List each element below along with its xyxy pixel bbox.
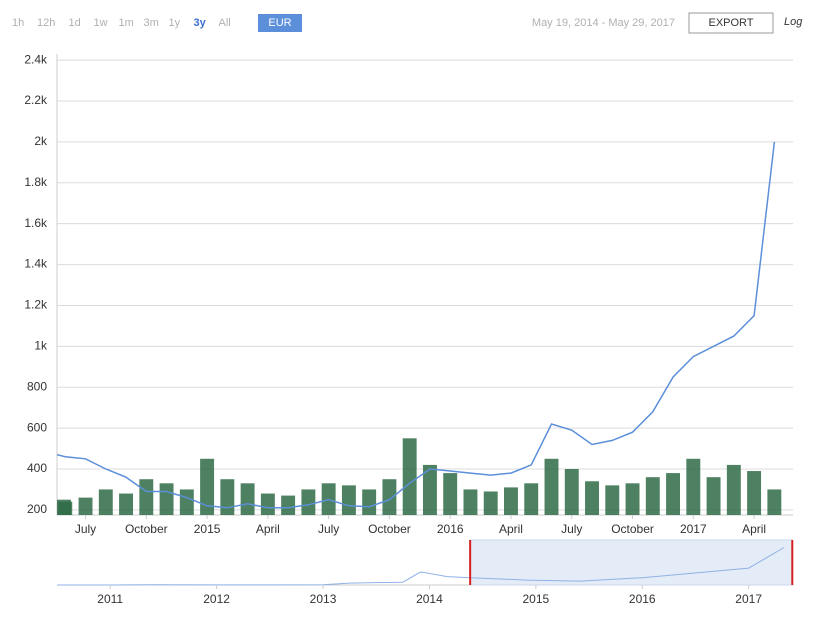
- range-button[interactable]: 1y: [169, 17, 181, 29]
- log-toggle[interactable]: Log: [784, 16, 803, 28]
- volume-bar: [564, 469, 579, 515]
- x-tick-label: 2016: [437, 522, 464, 536]
- volume-bar: [463, 489, 478, 515]
- range-button[interactable]: 3y: [194, 17, 207, 29]
- volume-bar: [605, 485, 620, 515]
- x-tick-label: April: [742, 522, 766, 536]
- x-tick-label: October: [125, 522, 168, 536]
- volume-bar: [78, 497, 93, 515]
- x-tick-label: April: [499, 522, 523, 536]
- volume-bar: [362, 489, 377, 515]
- y-tick-label: 1k: [34, 339, 48, 353]
- volume-bar: [98, 489, 113, 515]
- x-tick-label: October: [368, 522, 411, 536]
- y-tick-label: 2k: [34, 134, 48, 148]
- navigator-tick-label: 2012: [203, 592, 230, 606]
- volume-bar: [139, 479, 154, 515]
- navigator-tick-label: 2016: [629, 592, 656, 606]
- x-tick-label: July: [318, 522, 339, 536]
- y-tick-label: 2.2k: [24, 93, 48, 107]
- x-tick-label: April: [256, 522, 280, 536]
- navigator-tick-label: 2015: [522, 592, 549, 606]
- y-tick-label: 200: [27, 502, 47, 516]
- range-button[interactable]: 1d: [69, 17, 81, 29]
- volume-bar: [747, 471, 762, 515]
- export-button[interactable]: [688, 12, 774, 34]
- volume-bar: [767, 489, 782, 515]
- volume-bar: [382, 479, 397, 515]
- volume-bar: [301, 489, 316, 515]
- x-tick-label: 2015: [194, 522, 221, 536]
- navigator-line: [57, 547, 785, 586]
- navigator-tick-label: 2014: [416, 592, 443, 606]
- volume-bar: [240, 483, 255, 515]
- export-label[interactable]: EXPORT: [708, 17, 753, 29]
- volume-bar: [686, 458, 701, 515]
- date-range: May 19, 2014 - May 29, 2017: [532, 17, 675, 29]
- x-tick-label: July: [75, 522, 96, 536]
- volume-bar: [524, 483, 539, 515]
- volume-bar: [422, 464, 437, 515]
- volume-bar: [443, 473, 458, 515]
- currency-label[interactable]: EUR: [268, 17, 291, 29]
- price-line: [56, 141, 776, 509]
- volume-bar: [341, 485, 356, 515]
- currency-button[interactable]: [258, 14, 302, 32]
- y-tick-label: 2.4k: [24, 52, 48, 66]
- navigator-selection[interactable]: [469, 539, 793, 586]
- volume-bar: [119, 493, 134, 515]
- navigator-tick-label: 2013: [310, 592, 337, 606]
- volume-bar: [544, 458, 559, 515]
- volume-bar: [220, 479, 235, 515]
- y-tick-label: 1.4k: [24, 257, 48, 271]
- volume-bar: [159, 483, 174, 515]
- volume-bar: [58, 501, 73, 515]
- y-tick-label: 1.8k: [24, 175, 48, 189]
- y-tick-label: 800: [27, 379, 47, 393]
- range-button[interactable]: 12h: [37, 17, 55, 29]
- volume-bar: [585, 481, 599, 515]
- volume-bar: [483, 491, 498, 515]
- x-tick-label: July: [561, 522, 582, 536]
- range-button[interactable]: 1m: [119, 17, 134, 29]
- range-button[interactable]: 3m: [144, 17, 159, 29]
- volume-bar: [645, 477, 660, 515]
- navigator-tick-label: 2017: [735, 592, 762, 606]
- y-tick-label: 1.2k: [24, 298, 48, 312]
- volume-bar: [402, 438, 417, 515]
- range-button[interactable]: All: [219, 17, 231, 29]
- range-button[interactable]: 1w: [94, 17, 108, 29]
- volume-bar: [625, 483, 640, 515]
- y-tick-label: 400: [27, 461, 47, 475]
- navigator-tick-label: 2011: [97, 592, 123, 606]
- volume-bar: [281, 495, 296, 515]
- volume-bar: [200, 458, 215, 515]
- x-tick-label: 2017: [680, 522, 707, 536]
- volume-bar: [706, 477, 721, 515]
- volume-bar: [260, 493, 275, 515]
- volume-bar: [726, 464, 741, 515]
- volume-bar: [666, 473, 681, 515]
- x-tick-label: October: [611, 522, 654, 536]
- volume-bar: [179, 489, 194, 515]
- range-button[interactable]: 1h: [12, 17, 24, 29]
- y-tick-label: 600: [27, 420, 47, 434]
- volume-bar: [504, 487, 518, 515]
- y-tick-label: 1.6k: [24, 216, 48, 230]
